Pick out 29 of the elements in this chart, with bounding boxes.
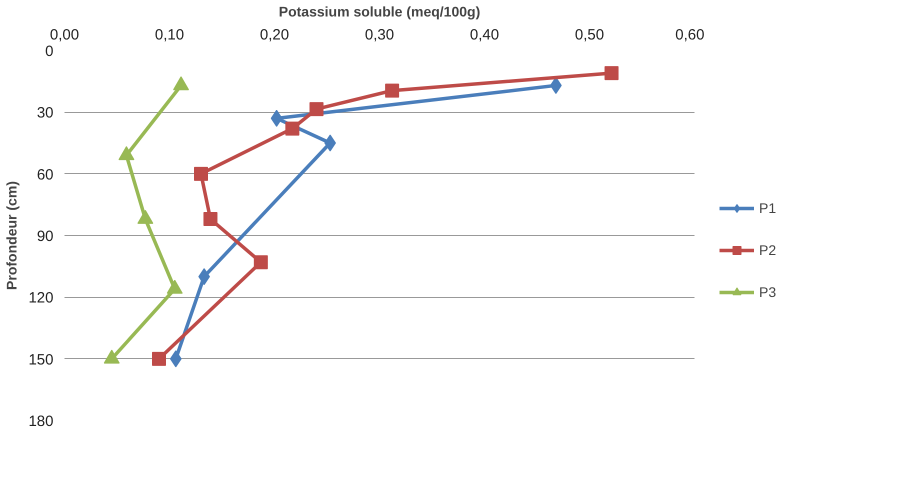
y-tick-label: 180 (28, 413, 54, 430)
x-tick-label: 0,60 (675, 26, 705, 44)
x-tick-label: 0,50 (574, 26, 604, 44)
point (152, 352, 166, 366)
x-tick-label: 0,00 (50, 26, 80, 44)
x-tick-label: 0,10 (154, 26, 184, 44)
point (604, 66, 619, 80)
point (324, 134, 336, 152)
point (203, 212, 218, 226)
y-tick-label: 30 (36, 104, 54, 122)
point (285, 122, 300, 136)
legend-label: P3 (759, 284, 778, 300)
point (194, 166, 208, 181)
y-tick-label: 60 (36, 166, 54, 184)
y-tick-label: 0 (45, 43, 54, 60)
x-tick-label: 0,30 (364, 26, 394, 44)
x-tick-label: 0,20 (260, 26, 290, 44)
legend-label: P2 (759, 242, 778, 258)
y-tick-label: 120 (28, 290, 54, 307)
legend-label: P1 (759, 200, 778, 216)
point (254, 255, 268, 270)
point (170, 350, 182, 368)
point (310, 102, 324, 116)
y-axis-title: Profondeur (cm) (3, 181, 20, 290)
point (385, 84, 400, 98)
y-tick-label: 90 (36, 228, 54, 245)
x-axis-title: Potassium soluble (meq/100g) (278, 4, 480, 20)
x-tick-label: 0,40 (470, 26, 500, 44)
y-tick-label: 150 (28, 351, 54, 368)
